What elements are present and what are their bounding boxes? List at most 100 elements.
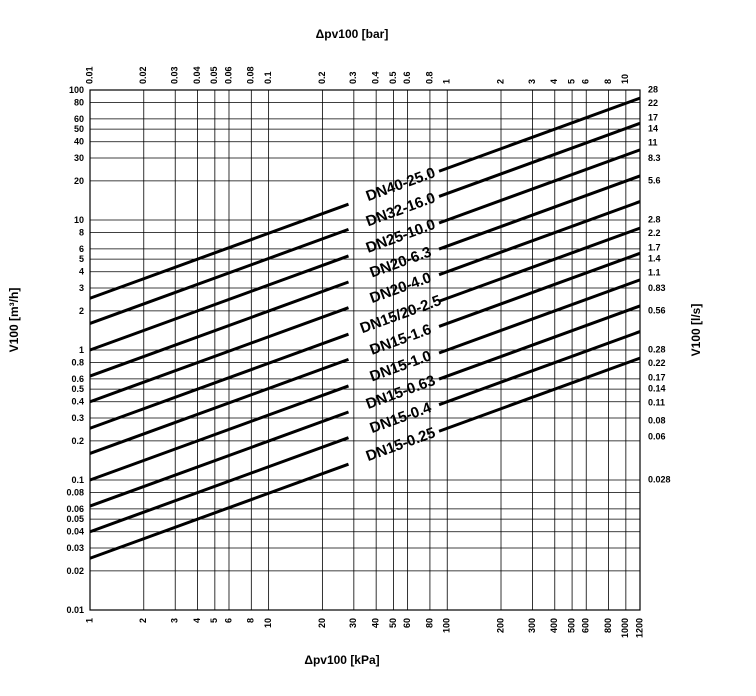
x-top-tick-label: 0.2 [317,71,327,84]
x-bottom-axis-title: Δpv100 [kPa] [304,653,379,667]
x-top-tick-label: 5 [566,79,576,84]
y-left-tick-label: 10 [74,215,84,225]
y-right-tick-label: 0.22 [648,358,666,368]
y-left-tick-label: 1 [79,345,84,355]
series-line-right-0 [438,96,641,173]
y-left-axis-title: V100 [m³/h] [7,288,21,353]
y-left-tick-label: 4 [79,267,84,277]
x-top-tick-label: 10 [620,74,630,84]
series-line-left-9 [89,436,350,534]
y-left-tick-label: 0.6 [71,374,84,384]
y-left-tick-label: 5 [79,254,84,264]
x-bottom-tick-label: 6 [223,618,233,623]
x-top-tick-label: 0.08 [246,66,256,84]
x-top-tick-label: 3 [527,79,537,84]
y-left-tick-label: 0.03 [66,543,84,553]
y-right-tick-label: 0.83 [648,283,666,293]
x-top-tick-label: 0.05 [209,66,219,84]
y-right-axis-title: V100 [l/s] [689,304,703,357]
x-bottom-tick-label: 8 [246,618,256,623]
x-top-tick-label: 8 [603,79,613,84]
y-left-tick-label: 3 [79,283,84,293]
x-bottom-tick-label: 80 [424,618,434,628]
x-top-tick-label: 0.03 [170,66,180,84]
y-right-tick-label: 1.7 [648,243,661,253]
y-left-tick-label: 50 [74,124,84,134]
y-right-tick-label: 0.17 [648,373,666,383]
y-right-tick-label: 5.6 [648,175,661,185]
y-left-tick-label: 0.08 [66,488,84,498]
x-bottom-tick-label: 500 [566,618,576,633]
series-line-left-2 [89,254,350,352]
y-right-tick-label: 8.3 [648,153,661,163]
y-left-tick-label: 0.04 [66,527,84,537]
y-left-tick-label: 8 [79,228,84,238]
x-top-tick-label: 0.4 [371,71,381,84]
series-line-left-0 [89,202,350,300]
y-left-tick-label: 60 [74,114,84,124]
x-bottom-tick-label: 1000 [620,618,630,638]
x-bottom-tick-label: 2 [138,618,148,623]
y-left-tick-label: 0.8 [71,358,84,368]
x-bottom-tick-label: 800 [603,618,613,633]
x-top-tick-label: 2 [495,79,505,84]
y-right-tick-label: 1.1 [648,267,661,277]
series-line-right-3 [438,174,641,251]
y-left-tick-label: 0.4 [71,397,84,407]
x-top-tick-label: 0.06 [223,66,233,84]
y-left-tick-label: 6 [79,244,84,254]
y-left-tick-label: 0.1 [71,475,84,485]
y-right-tick-label: 2.2 [648,228,661,238]
x-bottom-tick-label: 20 [317,618,327,628]
x-bottom-tick-label: 3 [170,618,180,623]
series-line-left-5 [89,332,350,430]
x-bottom-tick-label: 200 [495,618,505,633]
series-lines [89,96,641,560]
y-right-tick-label: 2.8 [648,215,661,225]
series-line-left-10 [89,462,350,560]
y-left-tick-label: 0.2 [71,436,84,446]
x-bottom-tick-label: 1200 [634,618,644,638]
x-top-tick-label: 0.8 [424,71,434,84]
x-bottom-tick-label: 400 [549,618,559,633]
series-line-right-7 [438,278,641,355]
x-bottom-tick-label: 100 [442,618,452,633]
series-line-left-3 [89,280,350,378]
series-line-right-1 [438,121,641,198]
series-line-left-4 [89,306,350,404]
x-bottom-tick-label: 60 [402,618,412,628]
y-left-tick-label: 100 [69,85,84,95]
y-right-tick-label: 0.56 [648,305,666,315]
x-top-tick-label: 1 [442,79,452,84]
y-right-tick-label: 0.11 [648,397,665,407]
x-top-axis-title: Δpv100 [bar] [316,27,389,41]
plot-frame [89,89,641,611]
x-bottom-tick-label: 40 [371,618,381,628]
x-bottom-tick-label: 10 [263,618,273,628]
x-top-tick-label: 0.04 [192,66,202,84]
series-line-left-7 [89,384,350,482]
x-top-tick-label: 0.1 [263,71,273,84]
series-labels: DN40-25.0DN32-16.0DN25-10.0DN20-6.3DN20-… [358,164,444,465]
y-left-tick-label: 0.3 [71,413,84,423]
x-bottom-tick-label: 600 [581,618,591,633]
x-top-tick-label: 6 [581,79,591,84]
series-line-right-9 [438,330,641,407]
series-line-left-8 [89,410,350,508]
y-left-tick-label: 40 [74,137,84,147]
y-right-tick-label: 0.28 [648,345,666,355]
y-right-tick-label: 0.08 [648,415,666,425]
y-left-tick-label: 0.05 [66,514,84,524]
y-right-tick-label: 14 [648,124,658,134]
x-top-tick-label: 4 [549,79,559,84]
y-left-tick-label: 0.5 [71,384,84,394]
x-bottom-tick-label: 30 [348,618,358,628]
y-left-tick-label: 0.06 [66,504,84,514]
y-right-tick-label: 28 [648,85,658,95]
x-top-tick-label: 0.3 [348,71,358,84]
y-right-tick-label: 0.06 [648,432,666,442]
x-top-tick-label: 0.02 [138,66,148,84]
x-bottom-tick-label: 1 [84,618,94,623]
y-left-tick-label: 0.02 [66,566,84,576]
x-bottom-tick-label: 4 [192,618,202,623]
